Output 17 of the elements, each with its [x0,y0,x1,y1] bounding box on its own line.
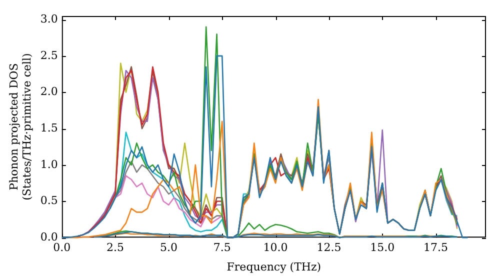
x-tick-label: 5.0 [160,241,178,254]
x-tick-label: 10.0 [263,241,288,254]
x-tick-label: 7.5 [213,241,231,254]
y-tick-label: 3.0 [40,12,58,26]
x-tick-label: 12.5 [316,241,342,254]
x-tick-label: 2.5 [106,241,124,254]
x-tick-label: 17.5 [424,241,448,254]
x-axis-title: Frequency (THz) [226,260,322,274]
y-tick-label: 2.5 [40,48,58,62]
x-tick-label: 15.0 [370,241,395,254]
y-tick-label: 2.0 [40,85,58,98]
y-tick-label: 0.5 [40,194,58,208]
x-tick-label: 0.0 [53,241,71,254]
y-tick-label: 1.5 [40,121,58,134]
y-axis-title: Phonon projected DOS (States/THz·primitive cell) [7,53,34,200]
y-tick-label: 0.0 [40,230,58,244]
y-tick-label: 1.0 [40,158,58,171]
